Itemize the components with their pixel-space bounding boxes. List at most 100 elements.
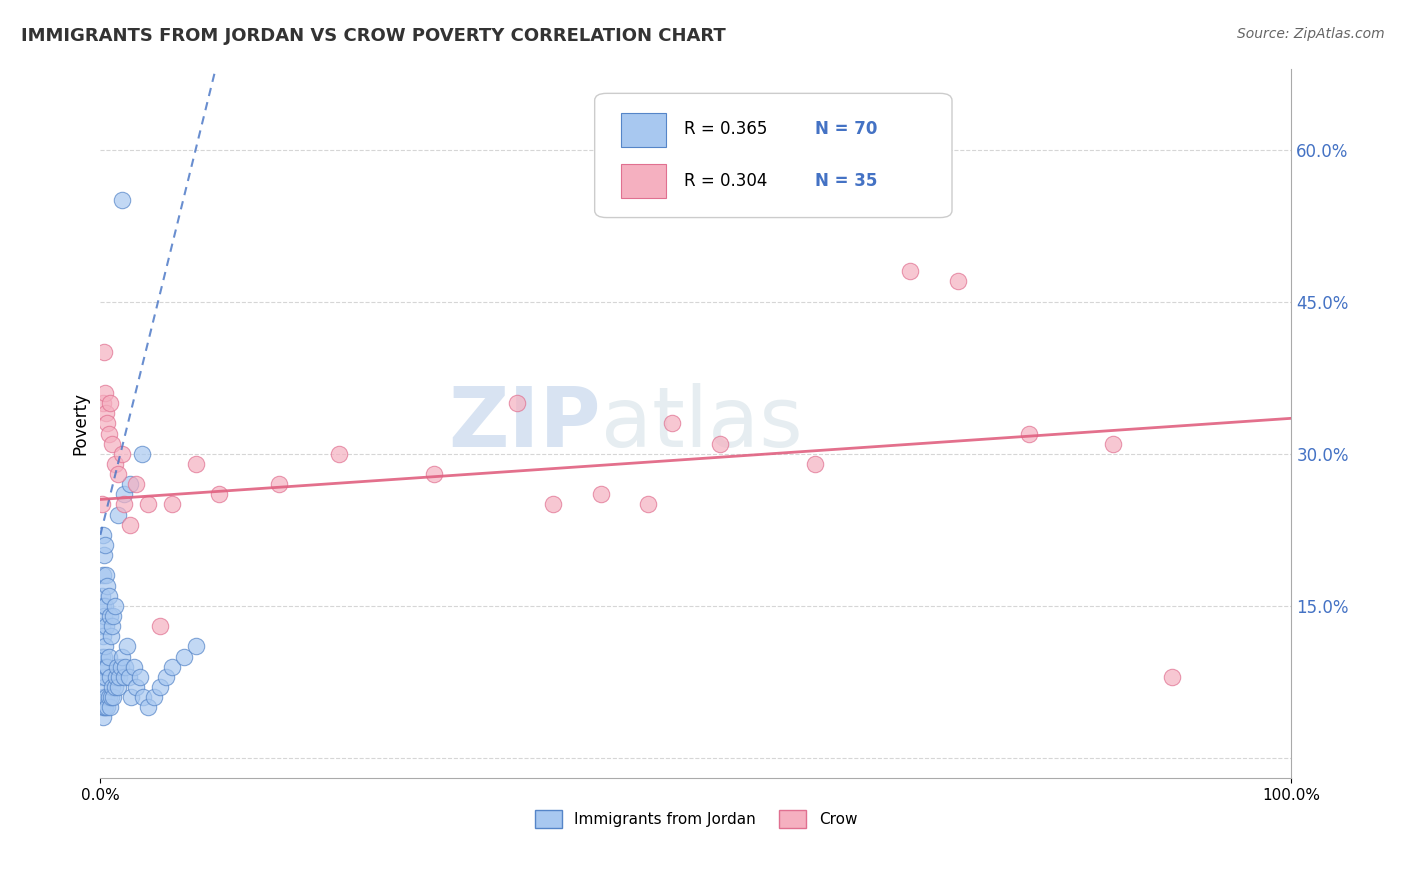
Point [661,417,683,431]
Y-axis label: Poverty: Poverty [72,392,89,455]
Point [91,396,114,410]
Point [131,447,153,461]
Point [93,345,115,359]
Point [96,619,118,633]
Point [107,467,129,481]
Point [94,640,117,654]
Point [90,700,112,714]
Point [149,619,172,633]
Point [100,690,122,705]
Point [94,670,117,684]
Point [94,386,117,401]
Point [709,436,731,450]
Point [184,457,207,471]
Text: N = 35: N = 35 [815,171,877,190]
Point [112,487,135,501]
Point [90,649,112,664]
Point [149,680,172,694]
Point [96,659,118,673]
Point [107,508,129,522]
Point [111,194,134,208]
Point [101,436,124,450]
Point [104,457,127,471]
FancyBboxPatch shape [621,163,666,198]
Point [1101,436,1123,450]
Point [1161,670,1184,684]
Point [97,426,120,441]
Point [506,396,529,410]
Point [91,690,114,705]
Point [423,467,446,481]
Point [104,670,127,684]
Point [90,589,112,603]
Point [94,700,117,714]
Point [111,447,134,461]
Point [98,700,121,714]
Point [91,599,114,613]
Point [93,649,115,664]
Point [142,690,165,705]
Point [96,659,118,673]
Point [91,528,114,542]
Point [111,649,134,664]
Point [91,568,114,582]
Point [96,568,118,582]
Point [96,406,118,420]
Point [101,680,124,694]
Point [155,670,177,684]
Point [114,659,136,673]
Point [267,477,290,491]
Point [107,680,129,694]
Point [91,710,114,724]
Point [97,690,120,705]
Point [898,264,921,278]
Point [160,659,183,673]
Point [104,680,127,694]
Point [94,599,117,613]
Point [208,487,231,501]
Point [96,417,118,431]
Point [125,477,148,491]
Text: R = 0.304: R = 0.304 [683,171,768,190]
Point [110,659,132,673]
Point [93,700,115,714]
Point [804,457,827,471]
Point [90,498,112,512]
Point [101,619,124,633]
Point [328,447,350,461]
Point [97,589,120,603]
Point [589,487,612,501]
Point [112,670,135,684]
Point [541,498,564,512]
Text: N = 70: N = 70 [815,120,877,138]
FancyBboxPatch shape [595,94,952,218]
Text: atlas: atlas [600,383,803,464]
Point [93,548,115,562]
Point [93,680,115,694]
Point [118,670,141,684]
Point [98,609,121,624]
Point [105,659,128,673]
Point [96,578,118,592]
Point [98,396,121,410]
Point [94,538,117,552]
Point [120,477,142,491]
Point [125,680,148,694]
Text: R = 0.365: R = 0.365 [683,120,768,138]
Point [115,640,138,654]
Point [1018,426,1040,441]
Point [90,619,112,633]
Point [103,690,125,705]
Point [173,649,195,664]
Point [184,640,207,654]
Point [128,670,150,684]
Point [136,700,159,714]
Point [100,629,122,643]
Point [96,690,118,705]
Point [96,700,118,714]
Point [103,609,125,624]
Point [120,690,142,705]
Point [122,659,145,673]
Point [91,629,114,643]
Point [91,659,114,673]
